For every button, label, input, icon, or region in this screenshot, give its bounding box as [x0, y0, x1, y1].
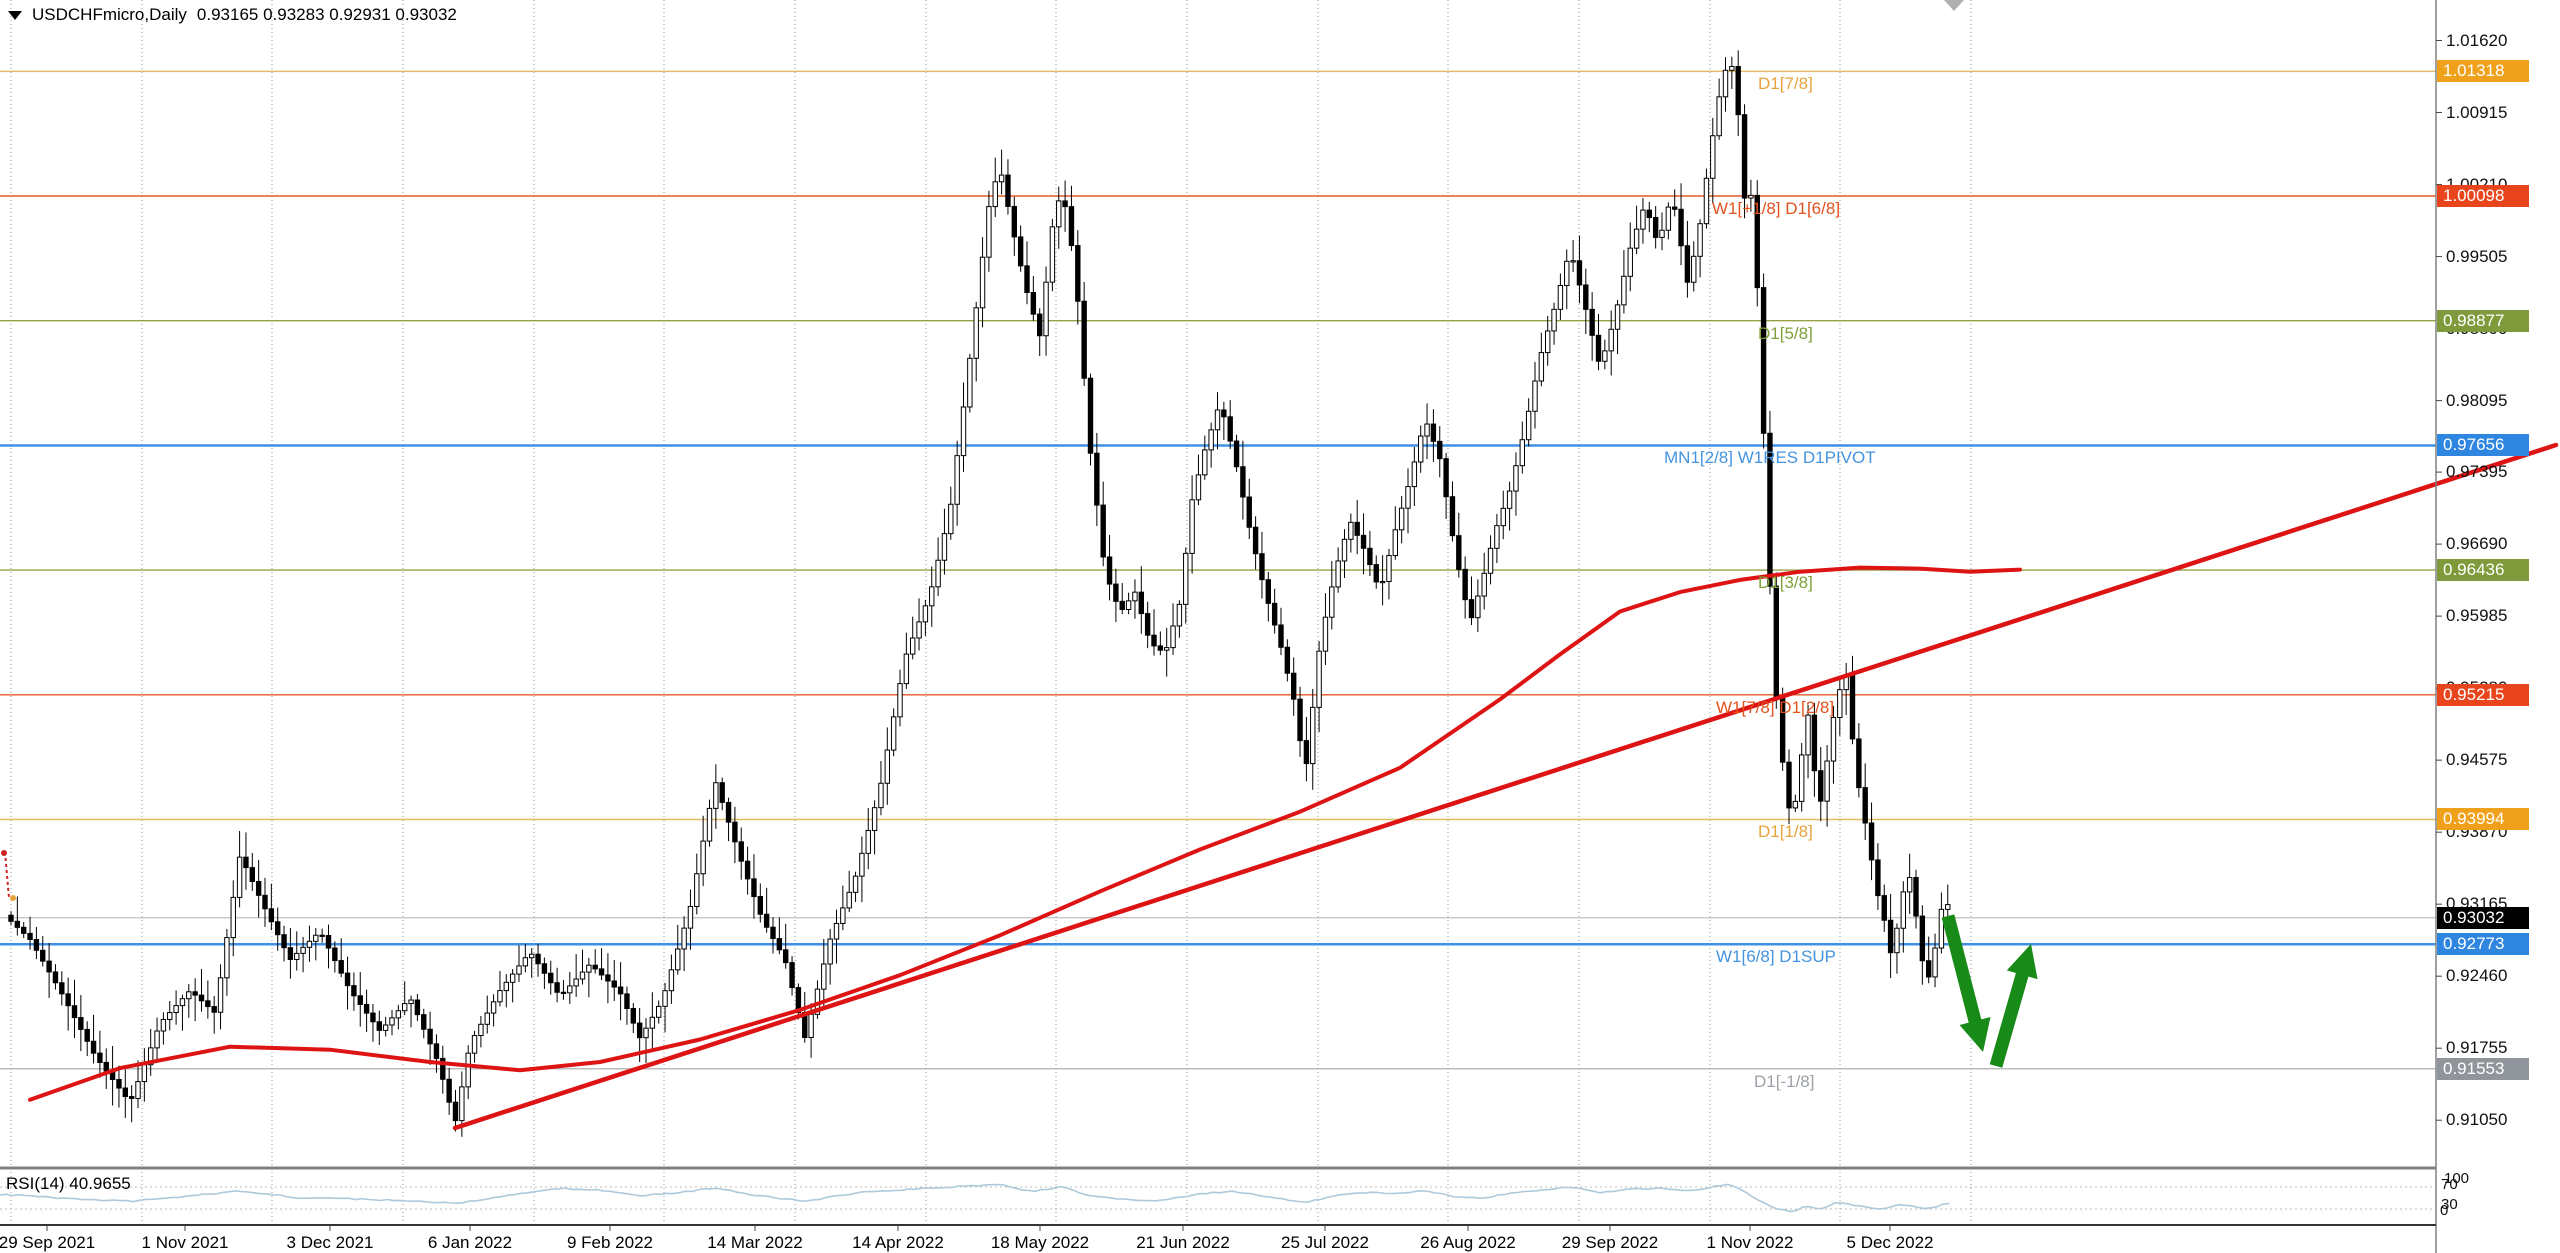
date-label: 1 Nov 2021	[141, 1233, 229, 1252]
level-label: D1[7/8]	[1758, 74, 1813, 94]
level-label: D1[-1/8]	[1754, 1071, 1815, 1091]
level-label: MN1[2/8] W1RES D1PIVOT	[1664, 448, 1876, 468]
chart-ohlc-readout: 0.93165 0.93283 0.92931 0.93032	[196, 5, 457, 24]
chart-symbol-period: USDCHFmicro,Daily	[32, 5, 187, 24]
date-label: 6 Jan 2022	[427, 1233, 513, 1252]
price-tick-label: 0.95985	[2446, 606, 2508, 626]
date-label: 3 Dec 2021	[286, 1233, 374, 1252]
price-badge: 0.98877	[2437, 309, 2529, 332]
price-tick-label: 0.99505	[2446, 246, 2508, 266]
date-label: 29 Sep 2022	[1561, 1233, 1659, 1252]
month-separator-grid	[10, 0, 1972, 1225]
price-tick-label: 0.91050	[2446, 1110, 2508, 1130]
price-badge: 0.92773	[2437, 933, 2529, 956]
price-tick-label: 0.97395	[2446, 462, 2508, 482]
ascending-trendline[interactable]	[452, 442, 2559, 1131]
moving-average-line	[28, 565, 2022, 1102]
rsi-pane[interactable]	[0, 1183, 2436, 1213]
date-label: 14 Mar 2022	[707, 1233, 803, 1252]
price-tick-label: 0.91755	[2446, 1038, 2508, 1058]
level-label: W1[6/8] D1SUP	[1716, 947, 1836, 967]
rsi-scale-label: 100	[2444, 1170, 2470, 1187]
price-badge: 0.91553	[2437, 1057, 2529, 1080]
price-badge: 0.96436	[2437, 559, 2529, 582]
date-label: 29 Sep 2021	[0, 1233, 96, 1252]
rsi-indicator-label: RSI(14) 40.9655	[6, 1174, 131, 1193]
chart-shift-marker[interactable]	[1944, 0, 1964, 11]
current-price-badge: 0.93032	[2437, 906, 2529, 929]
level-label: W1[+1/8] D1[6/8]	[1712, 199, 1841, 218]
date-label: 9 Feb 2022	[566, 1233, 654, 1252]
date-label: 14 Apr 2022	[852, 1233, 944, 1252]
level-label: D1[5/8]	[1758, 323, 1813, 343]
price-tick-label: 0.94575	[2446, 750, 2508, 770]
price-badge: 1.00098	[2437, 185, 2529, 207]
price-badge: 0.95215	[2437, 683, 2529, 706]
price-badge: 0.97656	[2437, 434, 2529, 457]
rsi-scale-label: 70	[2441, 1176, 2458, 1193]
date-label: 21 Jun 2022	[1136, 1233, 1230, 1252]
forecast-arrows-annotation[interactable]	[1941, 914, 2038, 1068]
price-badge: 1.01318	[2437, 60, 2529, 83]
level-label: W1[7/8] D1[2/8]	[1716, 697, 1835, 717]
price-tick-label: 0.96690	[2446, 534, 2508, 554]
price-tick-label: 1.00915	[2446, 102, 2508, 122]
left-edge-object-fragment	[1, 850, 16, 901]
level-label: D1[1/8]	[1758, 822, 1813, 842]
rsi-scale-label: 0	[2440, 1202, 2449, 1219]
level-label: D1[3/8]	[1758, 573, 1813, 593]
pane-borders	[0, 0, 2442, 1253]
price-tick-label: 0.92460	[2446, 966, 2508, 986]
date-label: 5 Dec 2022	[1846, 1233, 1934, 1252]
price-badge: 0.93994	[2437, 808, 2529, 831]
price-tick-label: 1.01620	[2446, 30, 2508, 50]
symbol-dropdown-icon[interactable]	[8, 10, 22, 20]
date-label: 26 Aug 2022	[1420, 1233, 1516, 1252]
price-tick-label: 0.98095	[2446, 390, 2508, 410]
date-label: 25 Jul 2022	[1281, 1233, 1369, 1252]
murrey-level-lines	[0, 70, 2436, 1070]
date-label: 18 May 2022	[990, 1233, 1090, 1252]
candlestick-series	[8, 50, 1951, 1137]
date-label: 1 Nov 2022	[1706, 1233, 1794, 1252]
chart-title-bar: USDCHFmicro,Daily 0.93165 0.93283 0.9293…	[8, 5, 457, 25]
rsi-scale-label: 30	[2441, 1196, 2458, 1213]
